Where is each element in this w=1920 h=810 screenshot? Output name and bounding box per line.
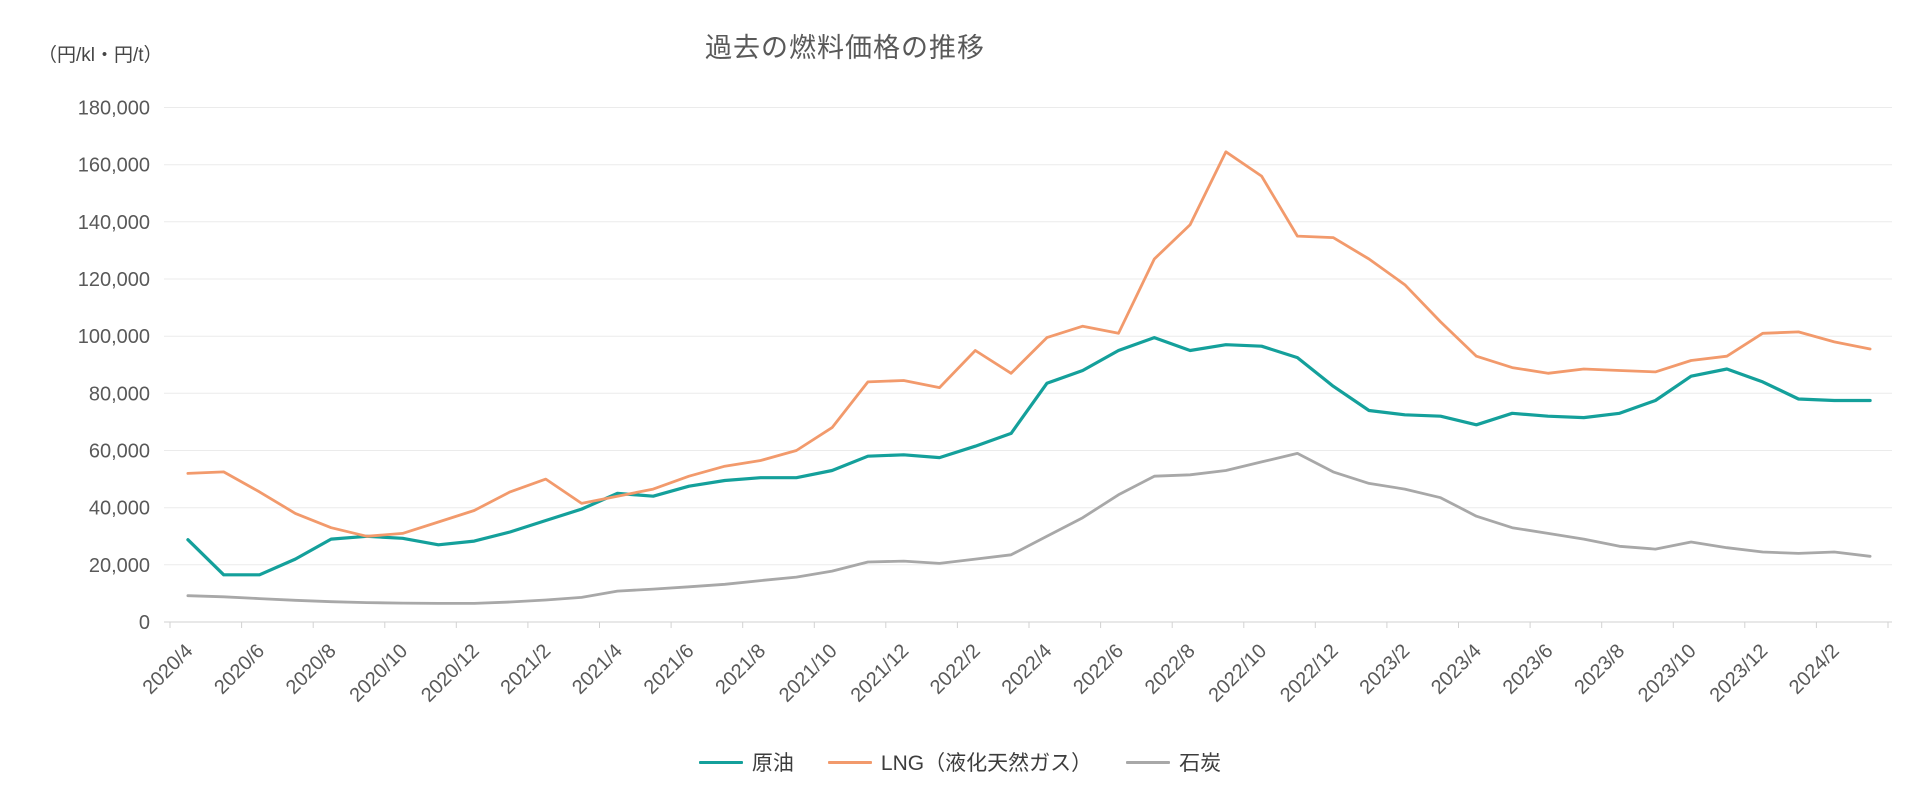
svg-text:2021/2: 2021/2 bbox=[497, 640, 556, 699]
svg-text:2022/6: 2022/6 bbox=[1069, 640, 1128, 699]
svg-text:2020/8: 2020/8 bbox=[282, 640, 341, 699]
svg-text:2022/2: 2022/2 bbox=[926, 640, 985, 699]
svg-text:2020/6: 2020/6 bbox=[210, 640, 269, 699]
legend-item-coal: 石炭 bbox=[1126, 747, 1221, 777]
y-axis-labels: 0 20,000 40,000 60,000 80,000 100,000 120,000 1… bbox=[78, 98, 150, 635]
svg-text:2022/8: 2022/8 bbox=[1141, 640, 1200, 699]
svg-text:2021/8: 2021/8 bbox=[711, 640, 770, 699]
svg-text:2022/12: 2022/12 bbox=[1276, 640, 1343, 707]
legend-label-coal: 石炭 bbox=[1179, 752, 1222, 775]
svg-text:160,000: 160,000 bbox=[78, 155, 150, 177]
svg-text:120,000: 120,000 bbox=[78, 269, 150, 291]
svg-text:2022/4: 2022/4 bbox=[998, 640, 1057, 699]
legend-label-crude-oil: 原油 bbox=[751, 752, 794, 775]
svg-text:2021/12: 2021/12 bbox=[847, 640, 914, 707]
svg-text:80,000: 80,000 bbox=[89, 383, 150, 405]
series-line-lng bbox=[186, 150, 1872, 538]
series-line-crude-oil bbox=[186, 336, 1872, 577]
svg-text:2023/6: 2023/6 bbox=[1499, 640, 1558, 699]
chart-title: 過去の燃料価格の推移 bbox=[705, 33, 985, 63]
svg-text:180,000: 180,000 bbox=[78, 98, 150, 120]
svg-text:2022/10: 2022/10 bbox=[1204, 640, 1271, 707]
legend-label-lng: LNG（液化天然ガス） bbox=[880, 752, 1093, 775]
legend-swatch-coal bbox=[1126, 760, 1171, 764]
svg-text:100,000: 100,000 bbox=[78, 326, 150, 348]
svg-text:2023/2: 2023/2 bbox=[1356, 640, 1415, 699]
svg-text:140,000: 140,000 bbox=[78, 212, 150, 234]
x-axis-ticks bbox=[169, 622, 1889, 628]
gridlines bbox=[164, 107, 1892, 623]
svg-text:2024/2: 2024/2 bbox=[1785, 640, 1844, 699]
svg-text:2023/10: 2023/10 bbox=[1634, 640, 1701, 707]
x-axis-labels: 2020/4 2020/6 2020/8 2020/10 2020/12 2021/2 20… bbox=[139, 640, 1844, 707]
svg-text:40,000: 40,000 bbox=[89, 498, 150, 520]
svg-text:2020/12: 2020/12 bbox=[417, 640, 484, 707]
svg-text:2021/4: 2021/4 bbox=[568, 640, 627, 699]
legend-swatch-crude-oil bbox=[698, 760, 743, 764]
svg-text:2021/6: 2021/6 bbox=[640, 640, 699, 699]
legend: 原油 LNG（液化天然ガス） 石炭 bbox=[0, 747, 1920, 777]
svg-text:2023/4: 2023/4 bbox=[1427, 640, 1486, 699]
svg-text:2020/4: 2020/4 bbox=[139, 640, 198, 699]
svg-text:20,000: 20,000 bbox=[89, 555, 150, 577]
svg-text:2020/10: 2020/10 bbox=[345, 640, 412, 707]
y-axis-unit-label: （円/kl・円/t） bbox=[38, 45, 163, 66]
svg-text:60,000: 60,000 bbox=[89, 441, 150, 463]
series-line-coal bbox=[186, 451, 1872, 605]
legend-item-lng: LNG（液化天然ガス） bbox=[827, 747, 1093, 777]
svg-text:0: 0 bbox=[139, 612, 150, 634]
legend-item-crude-oil: 原油 bbox=[698, 747, 794, 777]
svg-text:2021/10: 2021/10 bbox=[775, 640, 842, 707]
legend-swatch-lng bbox=[827, 760, 872, 764]
svg-text:2023/8: 2023/8 bbox=[1570, 640, 1629, 699]
svg-text:2023/12: 2023/12 bbox=[1706, 640, 1773, 707]
